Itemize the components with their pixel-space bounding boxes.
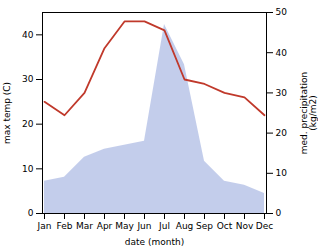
svg-text:Aug: Aug xyxy=(176,221,194,231)
svg-text:Dec: Dec xyxy=(256,221,273,231)
svg-text:Mar: Mar xyxy=(76,221,93,231)
svg-text:30: 30 xyxy=(22,74,34,84)
svg-text:0: 0 xyxy=(28,208,34,218)
svg-text:Sep: Sep xyxy=(196,221,213,231)
svg-text:30: 30 xyxy=(276,88,288,98)
svg-text:20: 20 xyxy=(22,119,34,129)
svg-text:Jul: Jul xyxy=(158,221,170,231)
svg-text:Jan: Jan xyxy=(37,221,52,231)
svg-text:10: 10 xyxy=(276,168,288,178)
svg-text:0: 0 xyxy=(276,208,282,218)
svg-text:20: 20 xyxy=(276,128,288,138)
svg-text:50: 50 xyxy=(276,7,288,17)
svg-text:May: May xyxy=(115,221,134,231)
svg-text:40: 40 xyxy=(22,30,34,40)
svg-text:Apr: Apr xyxy=(97,221,113,231)
svg-text:max temp (C): max temp (C) xyxy=(2,82,12,144)
svg-text:10: 10 xyxy=(22,164,34,174)
svg-text:Jun: Jun xyxy=(136,221,151,231)
svg-text:med. precipitation(kg/m2): med. precipitation(kg/m2) xyxy=(299,72,318,154)
svg-text:40: 40 xyxy=(276,48,288,58)
svg-text:Feb: Feb xyxy=(57,221,73,231)
svg-text:Nov: Nov xyxy=(236,221,254,231)
svg-text:Oct: Oct xyxy=(217,221,233,231)
svg-text:date (month): date (month) xyxy=(125,237,184,247)
